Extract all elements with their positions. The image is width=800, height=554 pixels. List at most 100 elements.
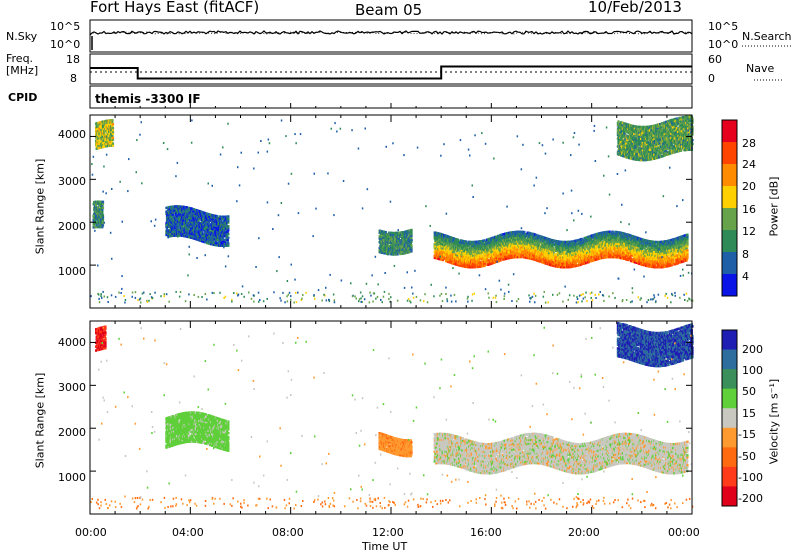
data-cell: [103, 141, 106, 144]
data-cell: [105, 135, 108, 138]
data-cell: [227, 215, 230, 218]
data-cell: [175, 232, 179, 235]
data-cell: [92, 218, 95, 221]
time-tick-6: 00:00: [668, 526, 700, 539]
data-cell: [173, 215, 176, 218]
data-cell: [169, 234, 172, 238]
freq-tick-top: 18: [66, 53, 80, 66]
data-cell: [167, 229, 170, 232]
data-cell: [167, 223, 170, 227]
data-cell: [171, 207, 174, 210]
nsky-tick-top: 10^5: [50, 20, 81, 33]
data-cell: [110, 142, 113, 145]
data-cell: [93, 226, 96, 229]
data-cell: [176, 230, 179, 233]
data-cell: [169, 225, 172, 228]
data-cell: [103, 131, 106, 135]
data-cell: [92, 220, 95, 223]
data-cell: [105, 129, 108, 132]
data-cell: [175, 224, 178, 228]
data-cell: [169, 227, 172, 230]
data-cell: [100, 132, 103, 136]
data-cell: [171, 232, 174, 236]
data-cell: [169, 221, 172, 224]
data-cell: [111, 119, 114, 122]
data-cell: [172, 226, 175, 230]
data-cell: [111, 128, 115, 132]
data-cell: [103, 143, 106, 146]
data-cell: [227, 225, 230, 228]
data-cell: [101, 220, 105, 223]
date-title: 10/Feb/2013: [588, 0, 682, 16]
data-cell: [100, 202, 103, 205]
data-cell: [101, 218, 105, 221]
power-range-tick-2000: 2000: [58, 220, 86, 233]
data-cell: [101, 124, 105, 127]
data-cell: [177, 226, 180, 229]
data-cell: [111, 132, 115, 136]
data-cell: [177, 216, 180, 220]
data-cell: [96, 129, 100, 133]
data-cell: [101, 120, 105, 123]
cpid-text: themis -3300 IF: [95, 92, 201, 106]
data-cell: [96, 139, 100, 142]
data-cell: [111, 123, 115, 126]
data-cell: [172, 213, 175, 216]
velocity-cb-tick-neg15: -15: [738, 428, 756, 441]
data-cell: [99, 206, 102, 209]
data-cell: [108, 142, 111, 145]
power-cb-tick-4: 4: [742, 270, 749, 283]
freq-unit-label: [MHz]: [6, 64, 39, 77]
data-cell: [171, 224, 174, 228]
data-cell: [170, 226, 174, 230]
data-cell: [172, 228, 175, 232]
nave-label: Nave: [746, 62, 775, 75]
data-cell: [168, 213, 171, 217]
data-cell: [100, 140, 103, 143]
power-cb-tick-28: 28: [742, 137, 756, 150]
data-cell: [94, 218, 97, 221]
nsearch-tick-bottom: 10^0: [708, 38, 739, 51]
data-cell: [177, 215, 180, 218]
time-tick-1: 04:00: [172, 526, 204, 539]
nsearch-label: N.Search: [742, 30, 792, 43]
data-cell: [100, 204, 103, 207]
data-cell: [166, 214, 169, 217]
data-cell: [101, 132, 105, 135]
data-cell: [170, 228, 174, 232]
beam-title: Beam 05: [355, 1, 423, 19]
data-cell: [178, 228, 181, 231]
data-cell: [95, 214, 98, 217]
data-cell: [98, 202, 101, 205]
cpid-label: CPID: [8, 91, 38, 104]
velocity-cb-tick-15: 15: [742, 407, 756, 420]
data-cell: [227, 242, 230, 245]
data-cell: [175, 222, 178, 226]
data-cell: [165, 206, 168, 210]
data-cell: [95, 126, 98, 129]
data-cell: [95, 210, 98, 213]
power-range-tick-4000: 4000: [58, 128, 86, 141]
data-cell: [227, 236, 230, 240]
data-cell: [100, 128, 103, 131]
data-cell: [97, 221, 100, 225]
nsearch-tick-top: 10^5: [708, 20, 739, 33]
data-cell: [410, 228, 413, 232]
data-cell: [94, 206, 97, 209]
data-cell: [175, 207, 178, 210]
data-cell: [105, 133, 108, 136]
data-cell: [104, 139, 107, 142]
data-cell: [110, 132, 113, 136]
power-cb-tick-24: 24: [742, 158, 756, 171]
data-cell: [106, 123, 109, 126]
data-cell: [100, 122, 103, 126]
data-cell: [175, 213, 178, 216]
velocity-cb-tick-100: 100: [742, 364, 763, 377]
data-cell: [103, 145, 106, 148]
data-cell: [103, 123, 106, 127]
velocity-range-tick-4000: 4000: [58, 336, 86, 349]
nsky-line: [89, 30, 693, 36]
velocity-cb-tick-neg200: -200: [738, 492, 763, 505]
data-cell: [96, 131, 99, 135]
data-cell: [227, 232, 230, 236]
